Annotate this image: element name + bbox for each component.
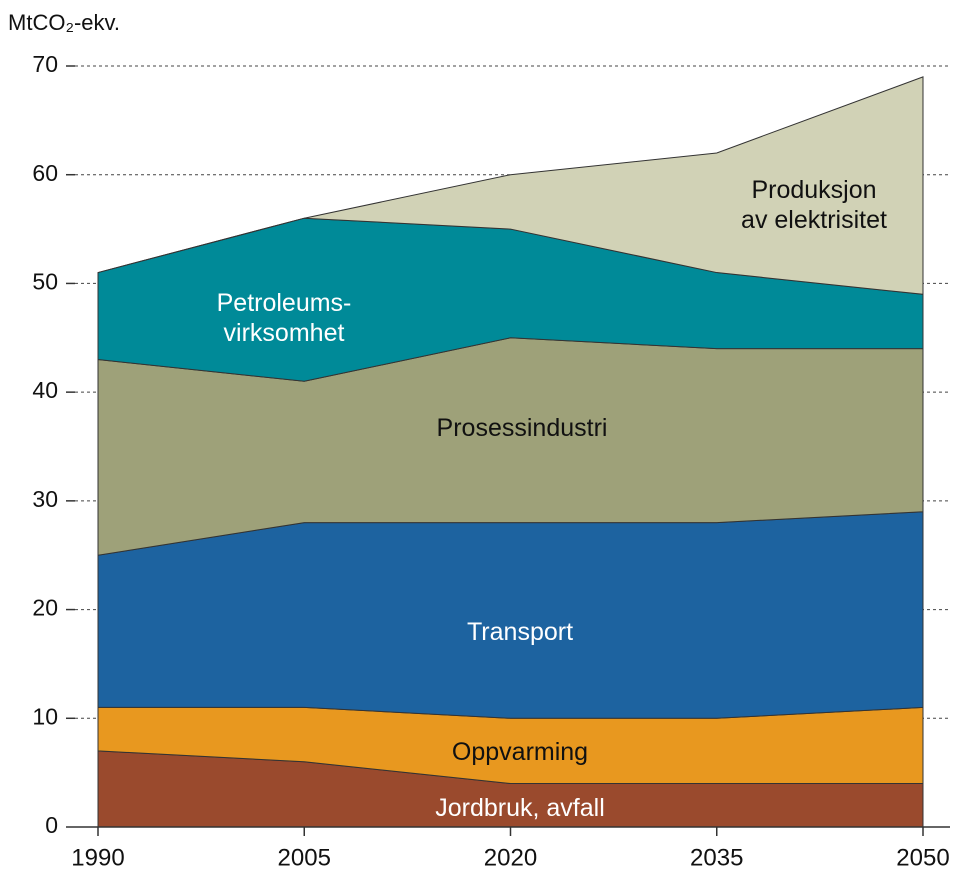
x-tick-label: 2050 [896,844,949,871]
area [97,511,924,719]
series-label: Jordbruk, avfall [435,794,605,822]
y-tick-label: 0 [45,812,58,838]
y-tick-label: 30 [32,486,58,512]
y-tick-label: 40 [32,377,58,403]
x-tick-label: 2035 [690,844,743,871]
x-tick-label: 1990 [71,844,124,871]
x-tick-label: 2020 [484,844,537,871]
y-axis-label: MtCO₂-ekv. [8,10,120,35]
x-tick-label: 2005 [278,844,331,871]
series-label: Prosessindustri [436,414,608,442]
series-label: Oppvarming [451,738,589,766]
series-label: Petroleums- virksomhet [216,289,352,347]
area [97,76,924,295]
series-label: Produksjon av elektrisitet [741,176,887,234]
y-tick-label: 50 [32,269,58,295]
y-tick-label: 10 [32,703,58,729]
y-tick-label: 60 [32,160,58,186]
y-tick-label: 70 [32,51,58,77]
series-label: Transport [466,618,574,646]
y-tick-label: 20 [32,595,58,621]
